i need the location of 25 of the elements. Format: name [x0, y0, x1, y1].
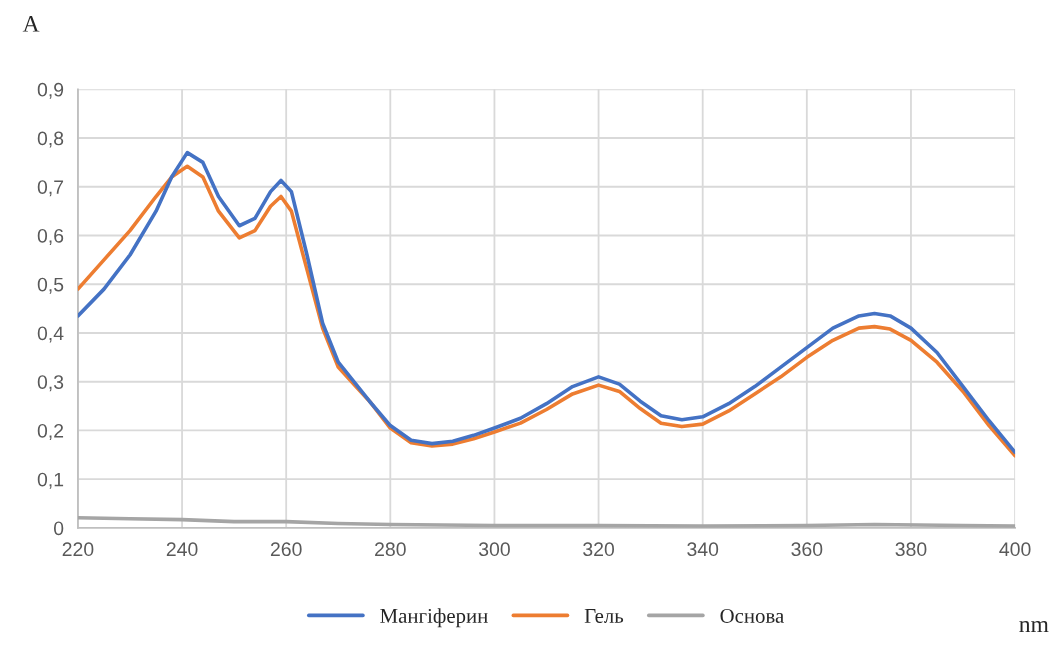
legend-label: Гель [584, 609, 624, 623]
y-tick-label: 0,6 [37, 228, 64, 246]
legend-label: Мангіферин [380, 608, 488, 628]
y-axis-title: A [22, 16, 40, 32]
x-tick-label: 220 [62, 542, 94, 557]
x-tick-label: 340 [687, 542, 719, 557]
x-tick-label: 320 [583, 542, 615, 557]
y-tick-label: 0,4 [37, 326, 64, 343]
y-tick-label: 0,7 [37, 180, 64, 197]
y-tick-label: 0,1 [37, 472, 64, 489]
legend-label: Основа [720, 608, 784, 623]
y-tick-label: 0,9 [37, 82, 64, 99]
x-tick-label: 260 [270, 542, 302, 557]
x-tick-label: 400 [999, 542, 1031, 557]
x-tick-label: 360 [791, 542, 823, 557]
y-tick-label: 0,3 [37, 375, 64, 392]
x-tick-label: 380 [895, 542, 927, 557]
y-tick-label: 0 [53, 521, 64, 536]
x-tick-label: 240 [166, 542, 198, 557]
x-tick-label: 300 [478, 542, 510, 557]
x-tick-label: 280 [375, 542, 406, 557]
y-tick-label: 0,2 [37, 423, 64, 440]
x-axis-title: nm [1019, 620, 1049, 633]
y-tick-label: 0,8 [37, 131, 64, 148]
y-tick-label: 0,5 [37, 277, 64, 294]
